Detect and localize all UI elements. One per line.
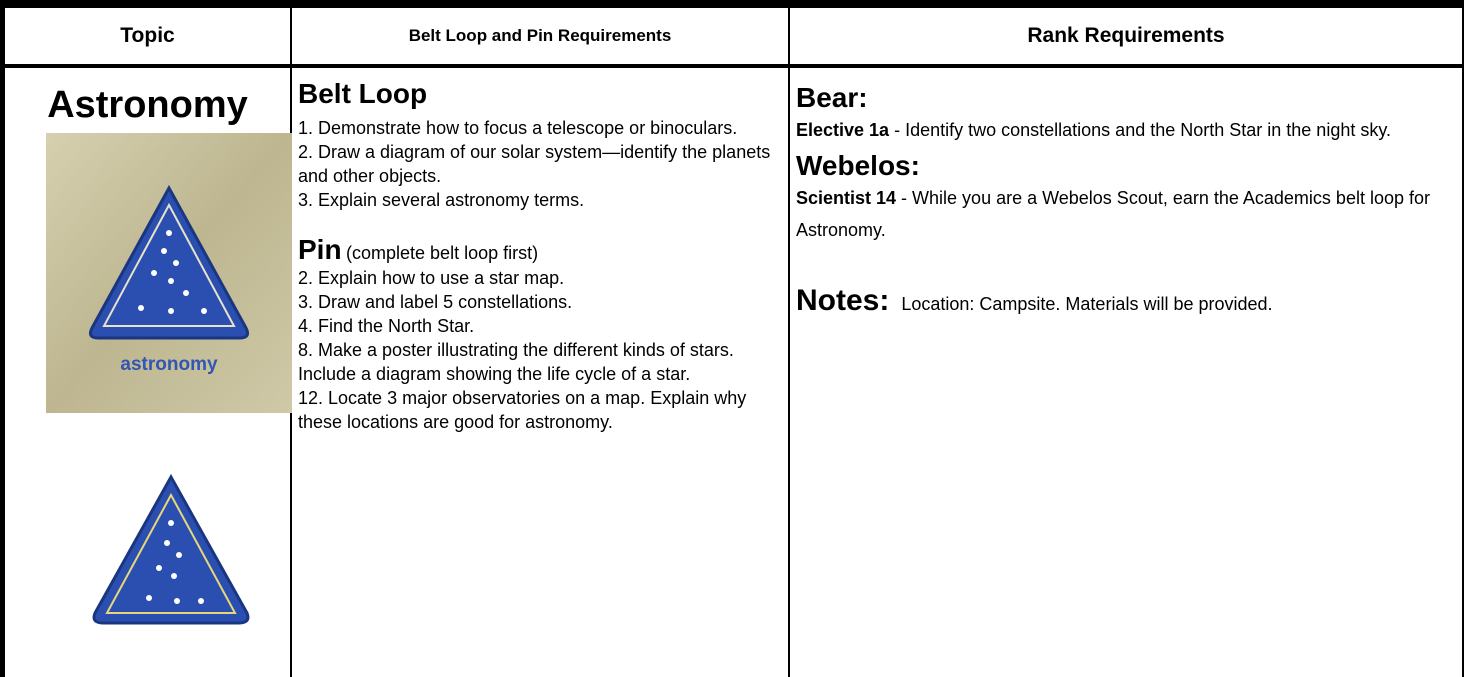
list-item: 2. Draw a diagram of our solar system—id… [298,142,771,186]
list-item: 2. Explain how to use a star map. [298,268,565,288]
belt-loop-badge: astronomy [46,133,292,413]
rank-requirement: Scientist 14 - While you are a Webelos S… [796,182,1456,246]
requirement-text: - Identify two constellations and the No… [889,120,1392,140]
header-cell: Belt Loop and Pin Requirements [292,8,788,68]
list-item: 4. Find the North Star. [298,316,475,336]
rank-requirement: Elective 1a - Identify two constellation… [796,114,1456,146]
topic-cell: Astronomy astronomy [5,68,292,677]
requirement-label: Scientist 14 [796,188,897,208]
rank-cell: Bear: Elective 1a - Identify two constell… [796,68,1456,677]
notes: Notes: Location: Campsite. Materials wil… [796,284,1456,318]
header-cell: Topic [5,8,290,68]
belt-loop-title: Belt Loop [298,78,428,109]
requirement-text: - While you are a Webelos Scout, earn th… [796,188,1435,240]
badge-label: astronomy [120,354,218,375]
header-cell: Rank Requirements [790,8,1462,68]
list-item: 3. Draw and label 5 constellations. [298,292,573,312]
belt-loop-cell: Belt Loop 1. Demonstrate how to focus a … [298,68,782,677]
belt-loop-list: 1. Demonstrate how to focus a telescope … [298,116,782,212]
pin-title: Pin [298,234,342,265]
requirement-label: Elective 1a [796,120,890,140]
pin-list: 2. Explain how to use a star map. 3. Draw… [298,266,782,434]
rank-title: Webelos: [796,150,920,181]
pin-badge [92,473,250,625]
notes-title: Notes: [796,284,890,317]
list-item: 12. Locate 3 major observatories on a ma… [298,388,747,432]
list-item: 8. Make a poster illustrating the differ… [298,340,734,384]
rank-sections: Bear: Elective 1a - Identify two constell… [796,82,1456,246]
list-item: 1. Demonstrate how to focus a telescope … [298,118,738,138]
pin-note: (complete belt loop first) [346,243,539,263]
pin-heading: Pin (complete belt loop first) [298,234,782,266]
rank-title: Bear: [796,82,868,113]
topic-title: Astronomy [47,84,248,126]
notes-text: Location: Campsite. Materials will be pr… [901,294,1273,314]
list-item: 3. Explain several astronomy terms. [298,190,585,210]
column-divider [788,8,790,677]
